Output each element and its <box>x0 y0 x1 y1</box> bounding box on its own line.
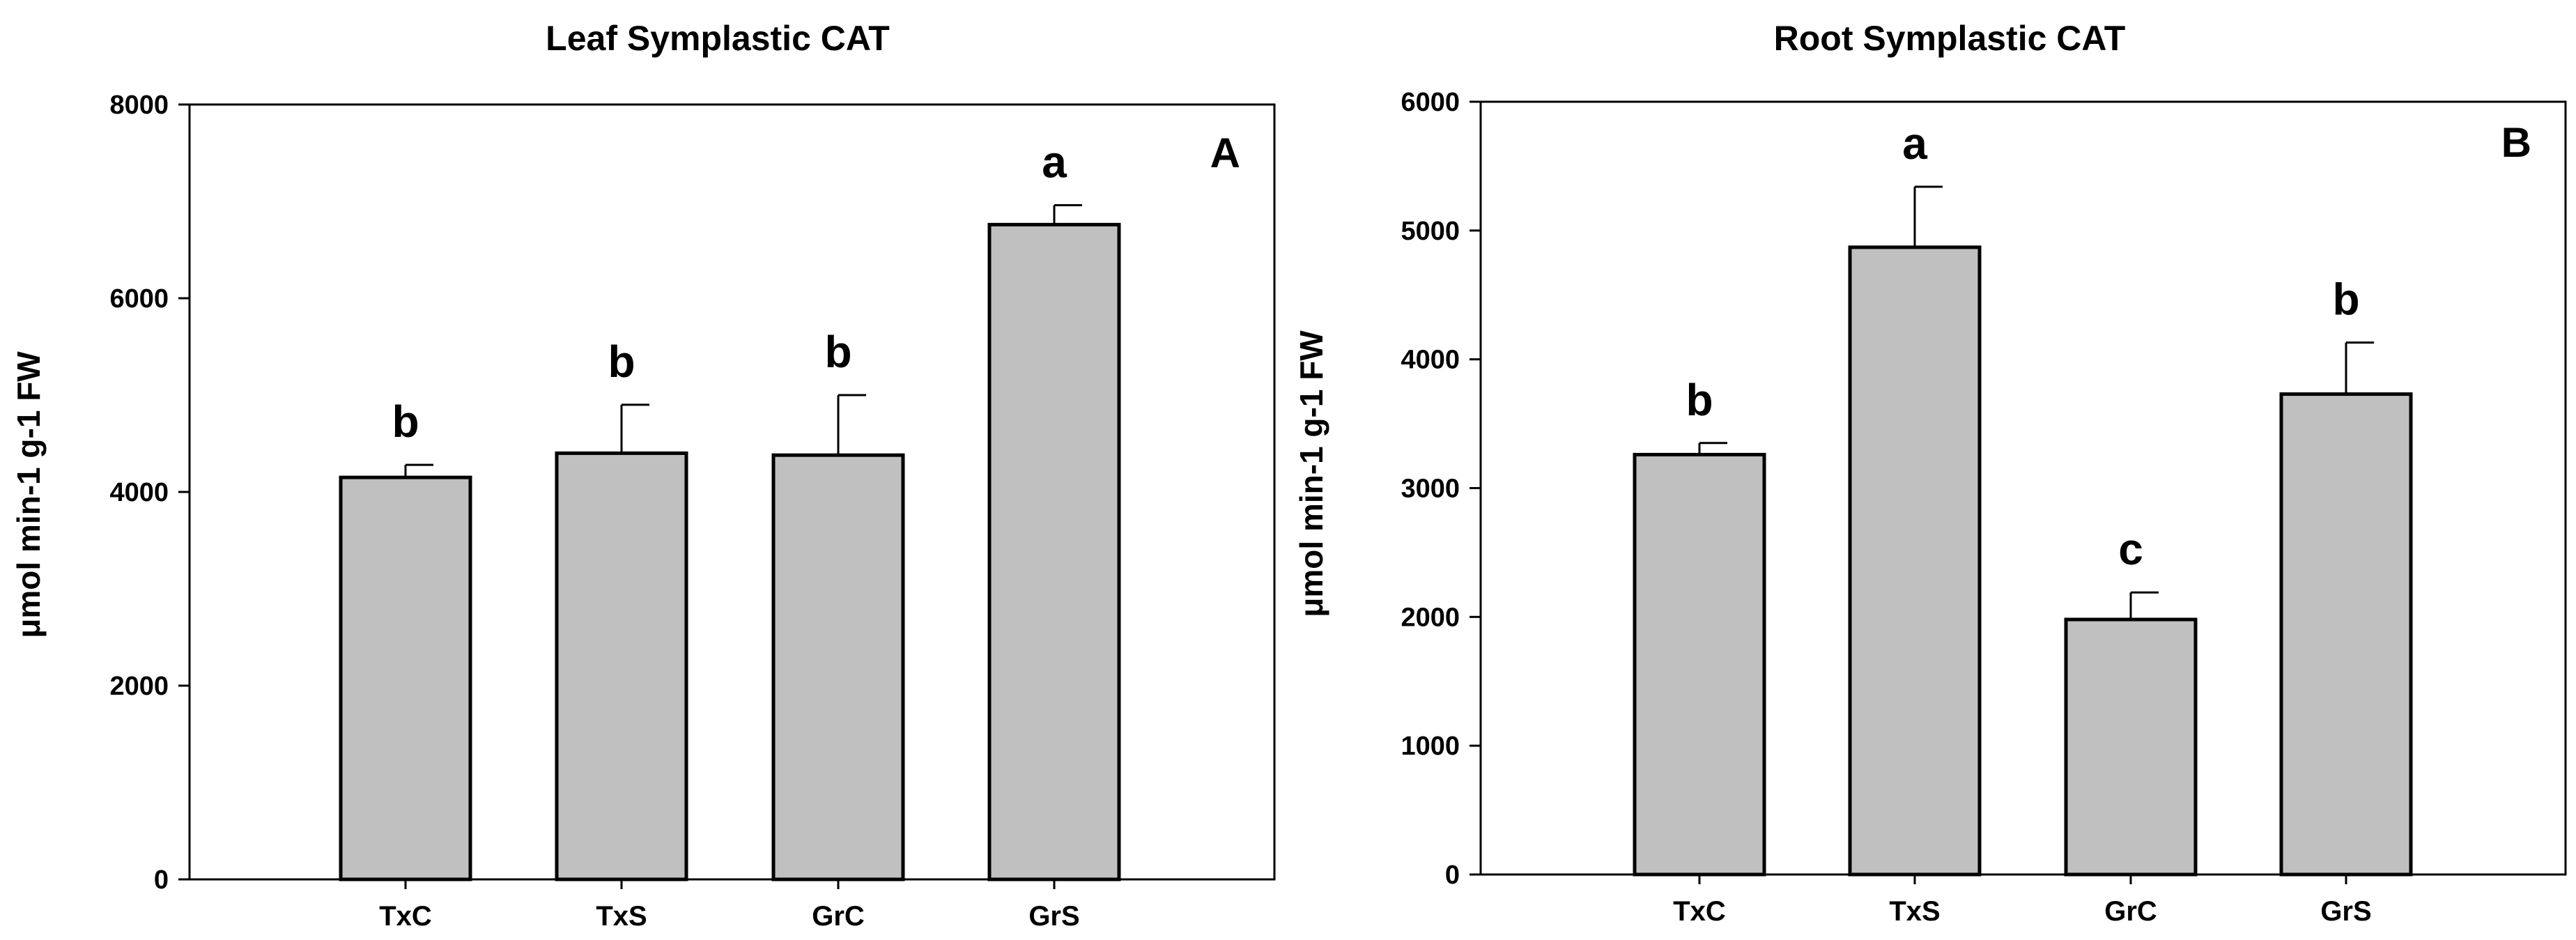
y-tick-label: 6000 <box>1401 88 1460 117</box>
significance-letter: a <box>1902 118 1927 169</box>
y-tick-label: 1000 <box>1401 732 1460 761</box>
plot-area: 0 2000 4000 6000 8000 TxC b TxS b GrC b GrS a A <box>109 91 1276 932</box>
x-tick-label: GrS <box>1028 901 1079 932</box>
chart-title: Root Symplastic CAT <box>1774 19 2126 58</box>
chart-panel-leaf: Leaf Symplastic CAT μmol min-1 g-1 FW 0 2… <box>10 19 1276 932</box>
x-tick-label: TxS <box>1889 896 1940 927</box>
plot-area: 0 1000 2000 3000 4000 5000 6000 TxC b TxS a GrC c GrS… <box>1401 88 2567 927</box>
significance-letter: b <box>392 396 419 447</box>
bar <box>339 475 472 881</box>
y-tick-label: 0 <box>1445 861 1460 890</box>
y-tick-label: 4000 <box>1401 346 1460 375</box>
y-tick-label: 0 <box>154 865 169 895</box>
x-tick-label: GrC <box>812 901 865 932</box>
chart-title: Leaf Symplastic CAT <box>546 19 890 58</box>
significance-letter: b <box>824 327 851 377</box>
x-tick-label: TxC <box>379 901 432 932</box>
panel-label: A <box>1210 130 1240 176</box>
x-tick-label: GrC <box>2104 896 2157 927</box>
y-tick-label: 3000 <box>1401 475 1460 504</box>
bar <box>555 451 688 881</box>
bar <box>987 222 1121 881</box>
y-tick-label: 6000 <box>109 284 169 314</box>
y-axis-label: μmol min-1 g-1 FW <box>1293 330 1329 617</box>
bar <box>2064 617 2198 877</box>
bar <box>1848 245 1982 877</box>
y-tick-label: 4000 <box>109 478 169 507</box>
x-tick-label: TxC <box>1673 896 1726 927</box>
panel-label: B <box>2501 119 2531 166</box>
significance-letter: a <box>1042 137 1067 187</box>
bar <box>1633 452 1766 877</box>
x-tick-label: GrS <box>2320 896 2371 927</box>
bar <box>771 453 905 881</box>
y-tick-label: 8000 <box>109 91 169 120</box>
y-tick-label: 2000 <box>109 672 169 701</box>
bar <box>2279 392 2413 877</box>
significance-letter: b <box>608 337 635 387</box>
x-tick-label: TxS <box>596 901 647 932</box>
y-axis-label: μmol min-1 g-1 FW <box>10 351 47 638</box>
chart-panel-root: Root Symplastic CAT μmol min-1 g-1 FW 0 1… <box>1293 19 2567 927</box>
y-tick-label: 2000 <box>1401 603 1460 632</box>
significance-letter: b <box>1686 375 1713 425</box>
y-tick-label: 5000 <box>1401 217 1460 246</box>
significance-letter: c <box>2118 524 2143 574</box>
significance-letter: b <box>2332 275 2359 325</box>
